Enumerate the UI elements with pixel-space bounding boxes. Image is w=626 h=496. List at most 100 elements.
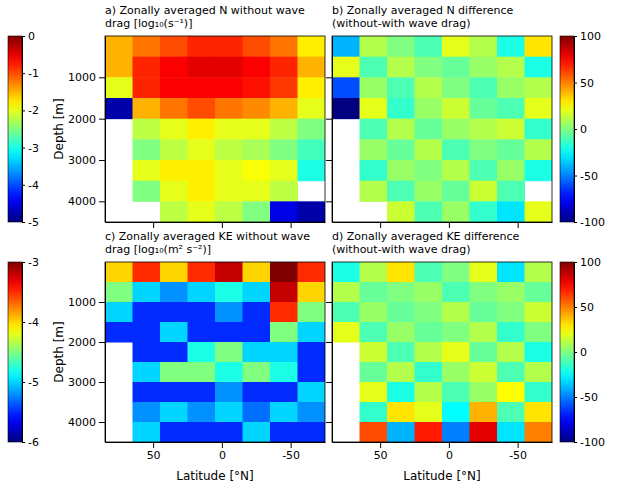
cell xyxy=(470,139,498,160)
cell xyxy=(525,119,553,140)
tick xyxy=(326,77,332,78)
cell xyxy=(497,139,525,160)
cell xyxy=(387,402,415,423)
tick-mark xyxy=(449,222,450,228)
cell xyxy=(332,302,360,323)
cell xyxy=(298,342,326,363)
axis-line xyxy=(106,442,326,443)
cell xyxy=(105,282,133,303)
cell xyxy=(497,77,525,98)
cell xyxy=(160,139,188,160)
axis-line xyxy=(23,37,26,223)
cell xyxy=(525,282,553,303)
cell xyxy=(298,302,326,323)
title-line: d) Zonally averaged KE difference xyxy=(332,230,519,243)
cell xyxy=(360,262,388,283)
cell xyxy=(133,362,161,383)
cell xyxy=(270,422,298,442)
cell xyxy=(525,98,553,119)
cell xyxy=(243,98,271,119)
cell xyxy=(415,362,443,383)
tick: -50 xyxy=(282,442,300,462)
cell xyxy=(298,402,326,423)
title-line: (without-with wave drag) xyxy=(332,17,470,30)
cell xyxy=(470,342,498,363)
cell xyxy=(332,322,360,343)
tick-mark xyxy=(326,201,332,202)
cell xyxy=(415,262,443,283)
axis-line xyxy=(332,37,333,223)
cell xyxy=(160,402,188,423)
cell xyxy=(470,119,498,140)
cell xyxy=(160,98,188,119)
cell xyxy=(188,302,216,323)
axis-line xyxy=(333,222,553,223)
cell xyxy=(387,77,415,98)
tick-label: 100 xyxy=(580,256,601,269)
axis: 500-50 xyxy=(106,442,326,462)
cell xyxy=(270,98,298,119)
cell xyxy=(160,302,188,323)
cell xyxy=(215,382,243,403)
cell xyxy=(497,362,525,383)
cell xyxy=(215,181,243,202)
tick: 0 xyxy=(446,442,453,462)
cell xyxy=(215,98,243,119)
tick-mark xyxy=(291,222,292,228)
colorbar-ramp xyxy=(8,36,22,222)
cell xyxy=(133,36,161,57)
tick-label: -50 xyxy=(509,449,527,462)
tick: 4000 xyxy=(68,195,105,208)
tick: 100 xyxy=(574,256,601,269)
tick-mark xyxy=(574,307,577,308)
cell xyxy=(497,119,525,140)
cell xyxy=(525,139,553,160)
cell xyxy=(215,262,243,283)
cell xyxy=(360,160,388,181)
tick: 2000 xyxy=(68,113,105,126)
cell xyxy=(497,382,525,403)
axis xyxy=(106,222,326,228)
tick: 3000 xyxy=(68,154,105,167)
axis: 500-50 xyxy=(333,442,553,462)
cell xyxy=(442,282,470,303)
cell xyxy=(133,342,161,363)
tick-label: 0 xyxy=(580,346,587,359)
colorbar: -5-4-3-2-10 xyxy=(8,30,39,229)
cell xyxy=(442,36,470,57)
cell xyxy=(387,362,415,383)
panel: 1000200030004000a) Zonally averaged N wi… xyxy=(8,4,326,229)
tick: -100 xyxy=(574,436,605,449)
cell xyxy=(525,201,553,222)
cell xyxy=(270,201,298,222)
cell xyxy=(497,422,525,442)
cell xyxy=(332,36,360,57)
cell xyxy=(270,382,298,403)
cell xyxy=(360,362,388,383)
cell xyxy=(133,181,161,202)
tick-mark xyxy=(99,201,105,202)
panel-title: d) Zonally averaged KE difference(withou… xyxy=(332,230,519,256)
cell xyxy=(188,382,216,403)
cell xyxy=(188,362,216,383)
cell xyxy=(188,77,216,98)
cell xyxy=(442,201,470,222)
axis: -6-5-4-3 xyxy=(22,256,39,449)
tick xyxy=(326,422,332,423)
cell xyxy=(442,422,470,442)
cell xyxy=(160,77,188,98)
cell xyxy=(160,422,188,442)
cell xyxy=(415,57,443,78)
cell xyxy=(360,139,388,160)
frame xyxy=(332,36,552,222)
tick-label: 4000 xyxy=(68,416,96,429)
cell xyxy=(188,160,216,181)
cell xyxy=(360,282,388,303)
cell xyxy=(298,322,326,343)
cell xyxy=(133,98,161,119)
colorbar-ramp xyxy=(560,262,574,442)
cell xyxy=(270,119,298,140)
cell xyxy=(215,57,243,78)
tick-mark xyxy=(22,222,25,223)
cell xyxy=(387,57,415,78)
